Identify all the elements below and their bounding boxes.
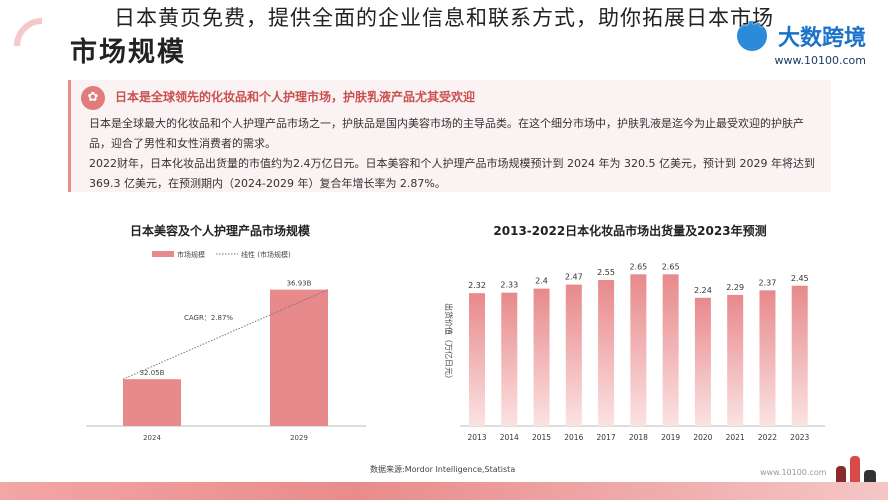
tick-label: 2016: [564, 433, 583, 442]
trend-line: [122, 289, 329, 380]
tick-label: 2024: [143, 434, 161, 442]
data-label: 2.47: [565, 273, 583, 282]
tick-label: 2021: [726, 433, 745, 442]
tick-label: 2020: [693, 433, 712, 442]
tick-label: 2023: [790, 433, 809, 442]
market-size-chart: 市场规模 线性 (市场规模) 32.05B 2024 36.93B 2029 CAGR：2.…: [86, 250, 366, 442]
brand-block: 大数跨境 www.10100.com: [736, 20, 866, 67]
chart-1-title: 日本美容及个人护理产品市场规模: [129, 224, 310, 238]
bar: [694, 297, 711, 426]
data-label: 2.33: [500, 281, 518, 290]
tick-label: 2022: [758, 433, 777, 442]
data-label: 2.29: [726, 283, 744, 292]
legend-swatch: [152, 251, 174, 257]
cagr-annotation: CAGR：2.87%: [184, 314, 233, 322]
highlight-body: 日本是全球最大的化妆品和个人护理产品市场之一，护肤品是国内美容市场的主导品类。在…: [89, 114, 817, 194]
data-label: 36.93B: [287, 280, 312, 288]
bar: [123, 379, 181, 426]
bar: [630, 274, 647, 426]
brand-url: www.10100.com: [774, 54, 866, 67]
data-label: 2.65: [629, 262, 647, 271]
data-label: 2.24: [694, 286, 712, 295]
overlay-caption: 日本黄页免费，提供全面的企业信息和联系方式，助你拓展日本市场: [114, 6, 774, 30]
y-axis-label: 出货价值（万亿日元）: [444, 303, 454, 383]
data-label: 2.4: [535, 277, 548, 286]
bar: [759, 290, 776, 426]
page-title: 市场规模: [70, 37, 186, 68]
legend-label: 市场规模: [177, 250, 205, 259]
tick-label: 2019: [661, 433, 680, 442]
highlight-paragraph: 日本是全球最大的化妆品和个人护理产品市场之一，护肤品是国内美容市场的主导品类。在…: [89, 117, 804, 150]
bar: [791, 285, 808, 426]
bar: [533, 288, 550, 426]
shipment-chart: 出货价值（万亿日元） 2.32 2013 2.33 2014 2.4 2015 2.47 201…: [444, 262, 825, 442]
brand-logo-icon: [736, 21, 767, 51]
bar: [469, 293, 485, 426]
legend-label: 线性 (市场规模): [241, 250, 291, 259]
bar: [565, 284, 582, 426]
footer-url: www.10100.com: [760, 468, 827, 477]
highlight-headline: 日本是全球领先的化妆品和个人护理市场，护肤乳液产品尤其受欢迎: [115, 90, 476, 104]
data-label: 2.55: [597, 268, 615, 277]
tick-label: 2029: [290, 434, 308, 442]
data-label: 32.05B: [140, 369, 165, 377]
tick-label: 2014: [500, 433, 519, 442]
brand-name: 大数跨境: [777, 26, 866, 51]
chart-2-title: 2013-2022日本化妆品市场出货量及2023年预测: [493, 224, 767, 238]
bar: [662, 274, 679, 426]
corner-decoration: [14, 18, 42, 46]
data-source: 数据来源:Mordor Intelligence,Statista: [370, 465, 516, 474]
data-label: 2.32: [468, 281, 486, 290]
bar: [270, 289, 328, 426]
highlight-box: ✿ 日本是全球领先的化妆品和个人护理市场，护肤乳液产品尤其受欢迎 日本是全球最大…: [68, 80, 831, 192]
data-label: 2.37: [759, 278, 777, 287]
bar: [501, 292, 518, 426]
tick-label: 2018: [629, 433, 648, 442]
tick-label: 2015: [532, 433, 551, 442]
tick-label: 2017: [597, 433, 616, 442]
footer-bar: [0, 482, 888, 500]
bar: [727, 294, 744, 426]
lotus-icon: ✿: [81, 86, 105, 110]
highlight-paragraph: 2022财年，日本化妆品出货量的市值约为2.4万亿日元。日本美容和个人护理产品市…: [89, 157, 815, 190]
bar: [598, 280, 615, 426]
data-label: 2.65: [662, 262, 680, 271]
tick-label: 2013: [467, 433, 486, 442]
data-label: 2.45: [791, 274, 809, 283]
